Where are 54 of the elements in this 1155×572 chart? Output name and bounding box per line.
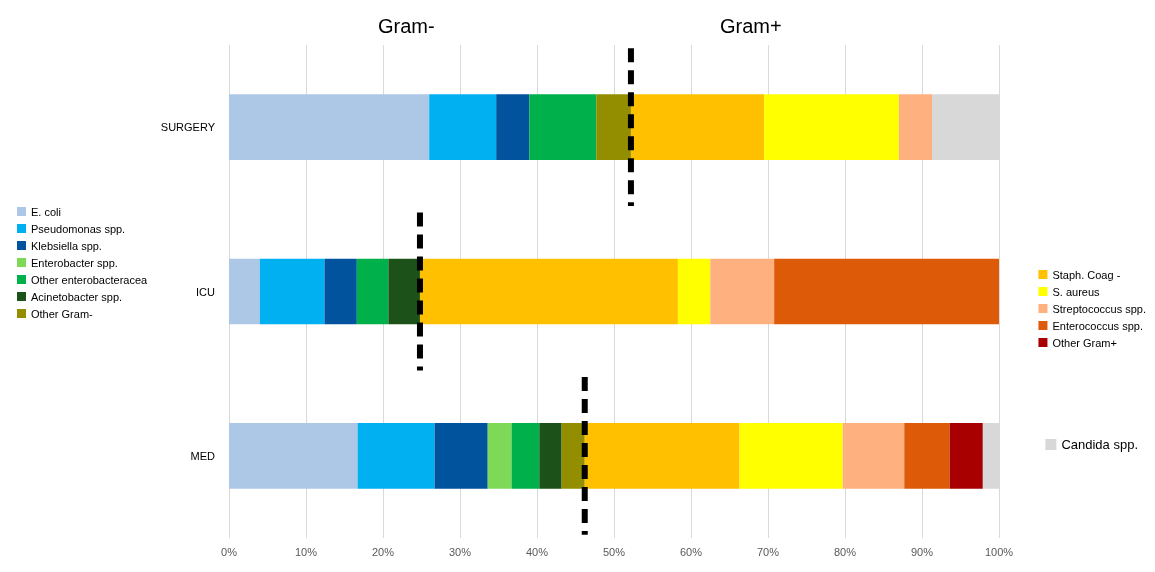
bar <box>388 258 420 325</box>
bar <box>229 422 358 489</box>
x-tick-label: 100% <box>984 545 1014 558</box>
legend-label: Streptococcus spp. <box>1052 302 1147 315</box>
legend-label: Candida spp. <box>1061 437 1139 452</box>
bar <box>539 422 562 489</box>
bar <box>429 94 497 161</box>
bar <box>356 258 389 325</box>
y-tick-label: MED <box>190 449 216 462</box>
bar <box>904 422 950 489</box>
legend-label: Pseudomonas spp. <box>31 222 126 235</box>
x-tick-label: 40% <box>525 545 549 558</box>
bar <box>324 258 357 325</box>
bar <box>774 258 999 325</box>
text: Gram- <box>378 15 435 37</box>
bar <box>419 258 678 325</box>
legend-label: Acinetobacter spp. <box>31 290 123 303</box>
bar <box>898 94 933 161</box>
text: Gram+ <box>720 15 782 37</box>
legend-label: Other Gram- <box>31 307 94 320</box>
x-tick-label: 10% <box>294 545 318 558</box>
legend-label: Enterobacter spp. <box>31 256 118 269</box>
legend-label: Other Gram+ <box>1052 336 1117 349</box>
legend-label: Klebsiella spp. <box>31 239 102 252</box>
legend-label: Staph. Coag - <box>1052 268 1121 281</box>
bar <box>949 422 983 489</box>
bar <box>229 94 430 161</box>
bar <box>677 258 711 325</box>
bar <box>259 258 325 325</box>
x-tick-label: 90% <box>910 545 934 558</box>
legend-label: E. coli <box>31 205 61 218</box>
x-tick-label: 70% <box>756 545 780 558</box>
x-tick-label: 30% <box>448 545 472 558</box>
bar <box>710 258 775 325</box>
bar <box>357 422 435 489</box>
bar <box>496 94 530 161</box>
x-tick-label: 60% <box>679 545 703 558</box>
x-tick-label: 50% <box>602 545 626 558</box>
legend-label: Enterococcus spp. <box>1052 319 1143 332</box>
bar <box>511 422 540 489</box>
x-tick-label: 0% <box>221 545 238 558</box>
legend-label: S. aureus <box>1052 285 1101 298</box>
bar <box>739 422 843 489</box>
y-tick-label: ICU <box>196 285 216 298</box>
y-tick-label: SURGERY <box>160 121 216 134</box>
x-tick-label: 20% <box>371 545 395 558</box>
bar <box>487 422 512 489</box>
bar <box>434 422 488 489</box>
bar <box>842 422 905 489</box>
bar <box>529 94 597 161</box>
bar <box>229 258 260 325</box>
x-tick-label: 80% <box>833 545 857 558</box>
legend-label: Other enterobacteracea <box>31 273 149 286</box>
bar <box>764 94 899 161</box>
